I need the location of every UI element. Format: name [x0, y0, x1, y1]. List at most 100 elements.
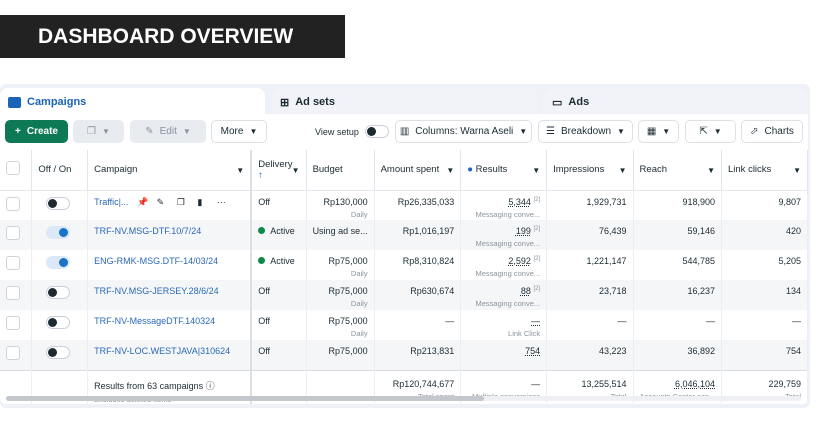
results-sub: Link Click	[508, 329, 541, 338]
horizontal-scrollbar[interactable]	[6, 396, 801, 401]
columns-button[interactable]: ▥ Columns: Warna Aseli ▼	[395, 120, 532, 143]
impressions-header[interactable]: Impressions ▼	[546, 150, 634, 191]
tab-label: Ad sets	[295, 96, 335, 108]
impressions-cell: 1,221,147	[546, 250, 634, 280]
chart-icon[interactable]: ▮	[197, 196, 203, 207]
chevron-down-icon: ▼	[532, 166, 541, 175]
select-all-checkbox[interactable]	[6, 161, 20, 176]
campaign-toggle[interactable]	[46, 256, 71, 269]
row-checkbox[interactable]	[6, 316, 20, 330]
create-button[interactable]: + Create	[5, 120, 68, 143]
table-row[interactable]: TRF-NV-MessageDTF.140324 Off Rp75,000 Dai…	[0, 310, 808, 340]
campaign-toggle[interactable]	[46, 226, 71, 239]
export-button[interactable]: ⇱ ▼	[685, 120, 736, 143]
campaign-header[interactable]: Campaign ▼	[87, 150, 253, 191]
table-row[interactable]: ENG-RMK-MSG.DTF-14/03/24 Active Rp75,000…	[0, 250, 808, 280]
budget-cell: Rp75,000 Daily	[306, 310, 375, 340]
row-checkbox[interactable]	[6, 196, 20, 211]
tab-ad-sets[interactable]: ⊞ Ad sets	[272, 88, 537, 116]
pin-icon[interactable]: 📌	[136, 196, 149, 207]
toggle-cell	[31, 280, 89, 310]
delivery-status: Off	[258, 316, 271, 326]
reports-button[interactable]: ▦ ▼	[638, 120, 679, 143]
chevron-down-icon: ▼	[713, 127, 722, 136]
budget-header[interactable]: Budget	[306, 150, 375, 191]
campaign-name-link[interactable]: Traffic|...	[94, 196, 129, 207]
reach-cell: —	[633, 310, 723, 340]
amount-cell: Rp213,831	[374, 340, 462, 370]
duplicate-button[interactable]: ❐ ▼	[73, 120, 124, 143]
table-row[interactable]: TRF-NV-LOC.WESTJAVA|310624 Off Rp75,000 …	[0, 340, 808, 370]
campaign-cell: TRF-NV-LOC.WESTJAVA|310624	[87, 340, 253, 370]
results-value[interactable]: 88	[520, 286, 531, 296]
delivery-status: Active	[270, 256, 295, 266]
delivery-header-label: Delivery	[258, 158, 293, 170]
charts-button[interactable]: ⬀ Charts	[741, 120, 803, 143]
campaign-toggle[interactable]	[46, 316, 71, 329]
budget-cell: Rp75,000 Daily	[306, 280, 375, 310]
impressions-cell: 76,439	[546, 220, 634, 250]
more-options-icon[interactable]: ···	[216, 196, 226, 207]
results-header[interactable]: ● Results ▼	[460, 150, 548, 191]
budget-sub: Daily	[350, 209, 368, 219]
results-value[interactable]: 754	[525, 346, 541, 356]
more-button[interactable]: More ▼	[211, 120, 267, 143]
amount-spent-header[interactable]: Amount spent ▼	[374, 150, 462, 191]
total-reach[interactable]: 6,046,104	[674, 378, 715, 389]
campaigns-table: Off / On Campaign ▼ Delivery ↑ ▼ Budget Amo…	[0, 150, 808, 404]
link-clicks-cell: 5,205	[721, 250, 808, 280]
budget-value: Rp75,000	[328, 316, 368, 326]
row-checkbox[interactable]	[6, 256, 20, 270]
total-clicks: 229,759	[768, 378, 801, 389]
create-label: Create	[26, 126, 58, 137]
campaign-toggle[interactable]	[46, 346, 71, 359]
campaign-name-link[interactable]: TRF-NV.MSG-JERSEY.28/6/24	[94, 286, 219, 296]
breakdown-button[interactable]: ☰ Breakdown ▼	[538, 120, 633, 143]
row-checkbox[interactable]	[6, 346, 20, 360]
results-value[interactable]: 2,592	[508, 256, 531, 266]
view-setup-toggle[interactable]	[365, 125, 389, 138]
results-cell: 754	[460, 340, 548, 370]
amount-cell: Rp26,335,033	[374, 190, 462, 220]
campaign-name-link[interactable]: ENG-RMK-MSG.DTF-14/03/24	[94, 256, 219, 266]
table-row[interactable]: Traffic|... 📌 ✎ ❐ ▮ ··· Off Rp130,000 Dai…	[0, 190, 808, 220]
campaign-name-link[interactable]: TRF-NV-LOC.WESTJAVA|310624	[94, 346, 231, 356]
table-row[interactable]: TRF-NV.MSG-DTF.10/7/24 Active Using ad s…	[0, 220, 808, 250]
link-clicks-header[interactable]: Link clicks ▼	[721, 150, 808, 191]
tab-campaigns[interactable]: Campaigns	[0, 88, 265, 116]
campaign-toggle[interactable]	[46, 196, 71, 210]
results-value[interactable]: 5,344	[508, 196, 531, 207]
status-dot-icon	[258, 257, 266, 264]
budget-cell: Rp75,000 Daily	[306, 250, 375, 280]
results-sup: [2]	[533, 196, 541, 203]
amount-cell: Rp8,310,824	[374, 250, 462, 280]
link-clicks-cell: 754	[721, 340, 808, 370]
results-cell: — Link Click	[460, 310, 548, 340]
budget-cell: Rp130,000 Daily	[306, 190, 375, 220]
row-checkbox-cell	[0, 280, 33, 310]
scrollbar-thumb[interactable]	[6, 396, 484, 401]
results-value[interactable]: —	[531, 316, 541, 326]
results-header-label: Results	[475, 164, 508, 176]
info-icon[interactable]: ⓘ	[205, 380, 215, 391]
campaign-name-link[interactable]: TRF-NV-MessageDTF.140324	[94, 316, 216, 326]
row-checkbox[interactable]	[6, 286, 20, 300]
row-checkbox[interactable]	[6, 226, 20, 240]
budget-cell: Rp75,000	[306, 340, 375, 370]
link-clicks-cell: 9,807	[721, 190, 808, 220]
copy-icon[interactable]: ❐	[176, 196, 185, 207]
pencil-icon[interactable]: ✎	[156, 196, 165, 207]
campaign-toggle[interactable]	[46, 286, 71, 299]
campaign-name-link[interactable]: TRF-NV.MSG-DTF.10/7/24	[94, 226, 202, 236]
results-value[interactable]: 199	[515, 226, 531, 236]
link-clicks-header-label: Link clicks	[728, 164, 772, 176]
tab-ads[interactable]: ▭ Ads	[544, 88, 808, 116]
reach-header-label: Reach	[639, 164, 668, 176]
reach-header[interactable]: Reach ▼	[633, 150, 723, 191]
delivery-header[interactable]: Delivery ↑ ▼	[251, 150, 307, 191]
table-row[interactable]: TRF-NV.MSG-JERSEY.28/6/24 Off Rp75,000 Da…	[0, 280, 808, 310]
edit-button[interactable]: ✎ Edit ▼	[130, 120, 206, 143]
campaigns-table-area: + Create ❐ ▼ ✎ Edit ▼ More ▼ View setup ▥ Colu…	[0, 114, 808, 404]
row-checkbox-cell	[0, 250, 33, 280]
sort-up-icon: ↑	[258, 169, 263, 181]
